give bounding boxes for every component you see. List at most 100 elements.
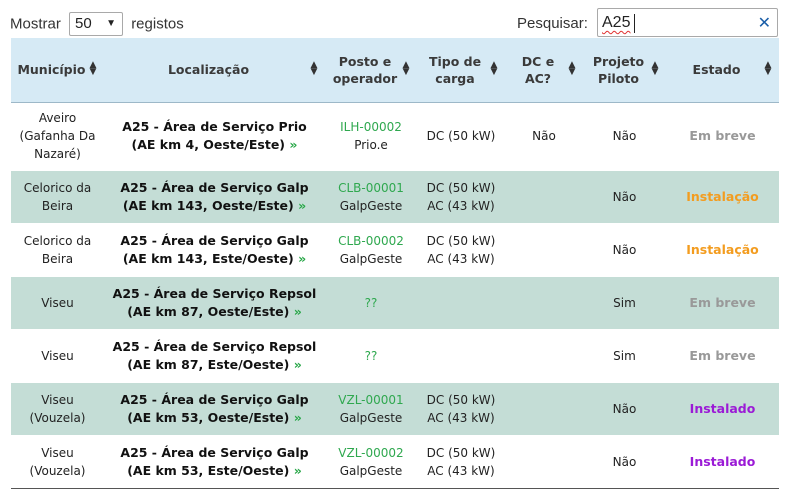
- column-header-posto[interactable]: Posto e operador ▲ ▼: [325, 38, 417, 103]
- cell-piloto: Não: [612, 454, 637, 469]
- cell-dcac: [505, 329, 583, 382]
- cell-municipio: Viseu: [41, 348, 74, 363]
- location-detail: (AE km 87, Oeste/Este): [127, 303, 290, 319]
- cell-tipo: DC (50 kW) AC (43 kW): [417, 435, 505, 488]
- location-name: A25 - Área de Serviço Galp: [120, 391, 309, 407]
- station-code: VZL-00002: [338, 445, 404, 460]
- municipio-text: (Vouzela): [29, 463, 86, 478]
- cell-municipio: Viseu: [41, 295, 74, 310]
- sort-icon: ▲ ▼: [764, 59, 772, 77]
- charge-type: DC (50 kW): [426, 129, 496, 143]
- location-detail: (AE km 87, Este/Oeste): [127, 356, 290, 372]
- location-detail: (AE km 143, Este/Oeste): [122, 250, 294, 266]
- more-link-icon[interactable]: »: [293, 409, 302, 425]
- cell-piloto: Sim: [613, 348, 636, 363]
- column-header-piloto[interactable]: Projeto Piloto ▲ ▼: [583, 38, 666, 103]
- more-link-icon[interactable]: »: [293, 356, 302, 372]
- municipio-text: Celorico da: [23, 233, 92, 248]
- location-detail: (AE km 4, Oeste/Este): [131, 137, 286, 152]
- cell-posto: CLB-00002 GalpGeste: [325, 223, 417, 276]
- charge-type: DC (50 kW): [426, 445, 496, 460]
- more-link-icon[interactable]: »: [289, 137, 298, 152]
- header-label: DC e: [521, 53, 555, 69]
- cell-estado: Instalado: [666, 435, 779, 488]
- table-row: Viseu (Vouzela) A25 - Área de Serviço Gal…: [11, 435, 779, 488]
- cell-dcac: [505, 223, 583, 276]
- cell-posto: ??: [325, 329, 417, 382]
- table-row: Viseu A25 - Área de Serviço Repsol (AE km…: [11, 276, 779, 329]
- cell-posto: ILH-00002 Prio.e: [325, 102, 417, 170]
- station-code: ??: [364, 348, 378, 363]
- cell-localizacao: A25 - Área de Serviço Galp (AE km 53, Oes…: [104, 382, 325, 435]
- header-label: operador: [332, 70, 398, 86]
- municipio-text: Beira: [41, 198, 74, 213]
- cell-municipio: Viseu (Vouzela): [11, 382, 104, 435]
- column-header-municipio[interactable]: Município ▲ ▼: [11, 38, 104, 103]
- municipio-text: Nazaré): [34, 147, 81, 161]
- header-label: AC?: [524, 70, 552, 86]
- more-link-icon[interactable]: »: [298, 250, 307, 266]
- table-row: Celorico da Beira A25 - Área de Serviço G…: [11, 170, 779, 223]
- location-detail: (AE km 143, Oeste/Este): [122, 197, 294, 213]
- sort-icon: ▲ ▼: [402, 59, 410, 77]
- search-label: Pesquisar:: [517, 15, 588, 32]
- charge-type: AC (43 kW): [427, 251, 495, 266]
- more-link-icon[interactable]: »: [293, 462, 302, 478]
- table-row: Celorico da Beira A25 - Área de Serviço G…: [11, 223, 779, 276]
- sort-icon: ▲ ▼: [651, 59, 659, 77]
- municipio-text: (Gafanha Da: [19, 129, 96, 143]
- page-length-select[interactable]: 50 ▼: [69, 12, 124, 36]
- clear-search-icon[interactable]: ✕: [757, 15, 771, 32]
- cell-tipo: DC (50 kW) AC (43 kW): [417, 170, 505, 223]
- cell-localizacao: A25 - Área de Serviço Prio (AE km 4, Oest…: [104, 102, 325, 170]
- header-label: Projeto: [592, 53, 645, 69]
- table-row: Viseu A25 - Área de Serviço Repsol (AE km…: [11, 329, 779, 382]
- cell-estado: Em breve: [666, 276, 779, 329]
- municipio-text: Viseu: [41, 392, 74, 407]
- cell-estado: Instalação: [666, 223, 779, 276]
- cell-localizacao: A25 - Área de Serviço Galp (AE km 53, Est…: [104, 435, 325, 488]
- station-code: CLB-00002: [338, 233, 404, 248]
- operator-name: GalpGeste: [339, 198, 403, 213]
- table-controls: Mostrar 50 ▼ registos Pesquisar: A25 ✕: [0, 0, 788, 40]
- cell-localizacao: A25 - Área de Serviço Galp (AE km 143, Es…: [104, 223, 325, 276]
- sort-icon: ▲ ▼: [568, 59, 576, 77]
- municipio-text: Viseu: [41, 445, 74, 460]
- charge-type: DC (50 kW): [426, 180, 496, 195]
- header-label: Piloto: [598, 70, 639, 86]
- more-link-icon[interactable]: »: [293, 303, 302, 319]
- operator-name: Prio.e: [354, 138, 388, 152]
- header-label: Tipo de: [428, 53, 482, 69]
- column-header-localizacao[interactable]: Localização ▲ ▼: [104, 38, 325, 103]
- column-header-tipo[interactable]: Tipo de carga ▲ ▼: [417, 38, 505, 103]
- location-detail: (AE km 53, Este/Oeste): [127, 462, 290, 478]
- chevron-down-icon: ▼: [106, 18, 117, 29]
- cell-tipo: DC (50 kW) AC (43 kW): [417, 223, 505, 276]
- column-header-estado[interactable]: Estado ▲ ▼: [666, 38, 779, 103]
- operator-name: GalpGeste: [339, 251, 403, 266]
- header-label: carga: [435, 70, 475, 86]
- cell-dcac: [505, 382, 583, 435]
- page-length-value: 50: [75, 15, 92, 32]
- operator-name: GalpGeste: [339, 410, 403, 425]
- cell-estado: Em breve: [666, 102, 779, 170]
- column-header-dcac[interactable]: DC e AC? ▲ ▼: [505, 38, 583, 103]
- operator-name: GalpGeste: [339, 463, 403, 478]
- cell-localizacao: A25 - Área de Serviço Repsol (AE km 87, O…: [104, 276, 325, 329]
- charge-type: DC (50 kW): [426, 392, 496, 407]
- more-link-icon[interactable]: »: [298, 197, 307, 213]
- charge-type: DC (50 kW): [426, 233, 496, 248]
- location-name: A25 - Área de Serviço Galp: [120, 179, 309, 195]
- location-name: A25 - Área de Serviço Repsol: [112, 285, 317, 301]
- charge-type: AC (43 kW): [427, 410, 495, 425]
- search-input[interactable]: A25 ✕: [597, 8, 778, 37]
- municipio-text: (Vouzela): [29, 410, 86, 425]
- status-badge: Instalação: [686, 241, 759, 257]
- station-code: ??: [364, 295, 378, 310]
- page-length-control: Mostrar 50 ▼ registos: [10, 12, 184, 36]
- municipio-text: Beira: [41, 251, 74, 266]
- cell-piloto: Não: [612, 189, 637, 204]
- cell-piloto: Não: [612, 242, 637, 257]
- cell-estado: Em breve: [666, 329, 779, 382]
- cell-municipio: Viseu (Vouzela): [11, 435, 104, 488]
